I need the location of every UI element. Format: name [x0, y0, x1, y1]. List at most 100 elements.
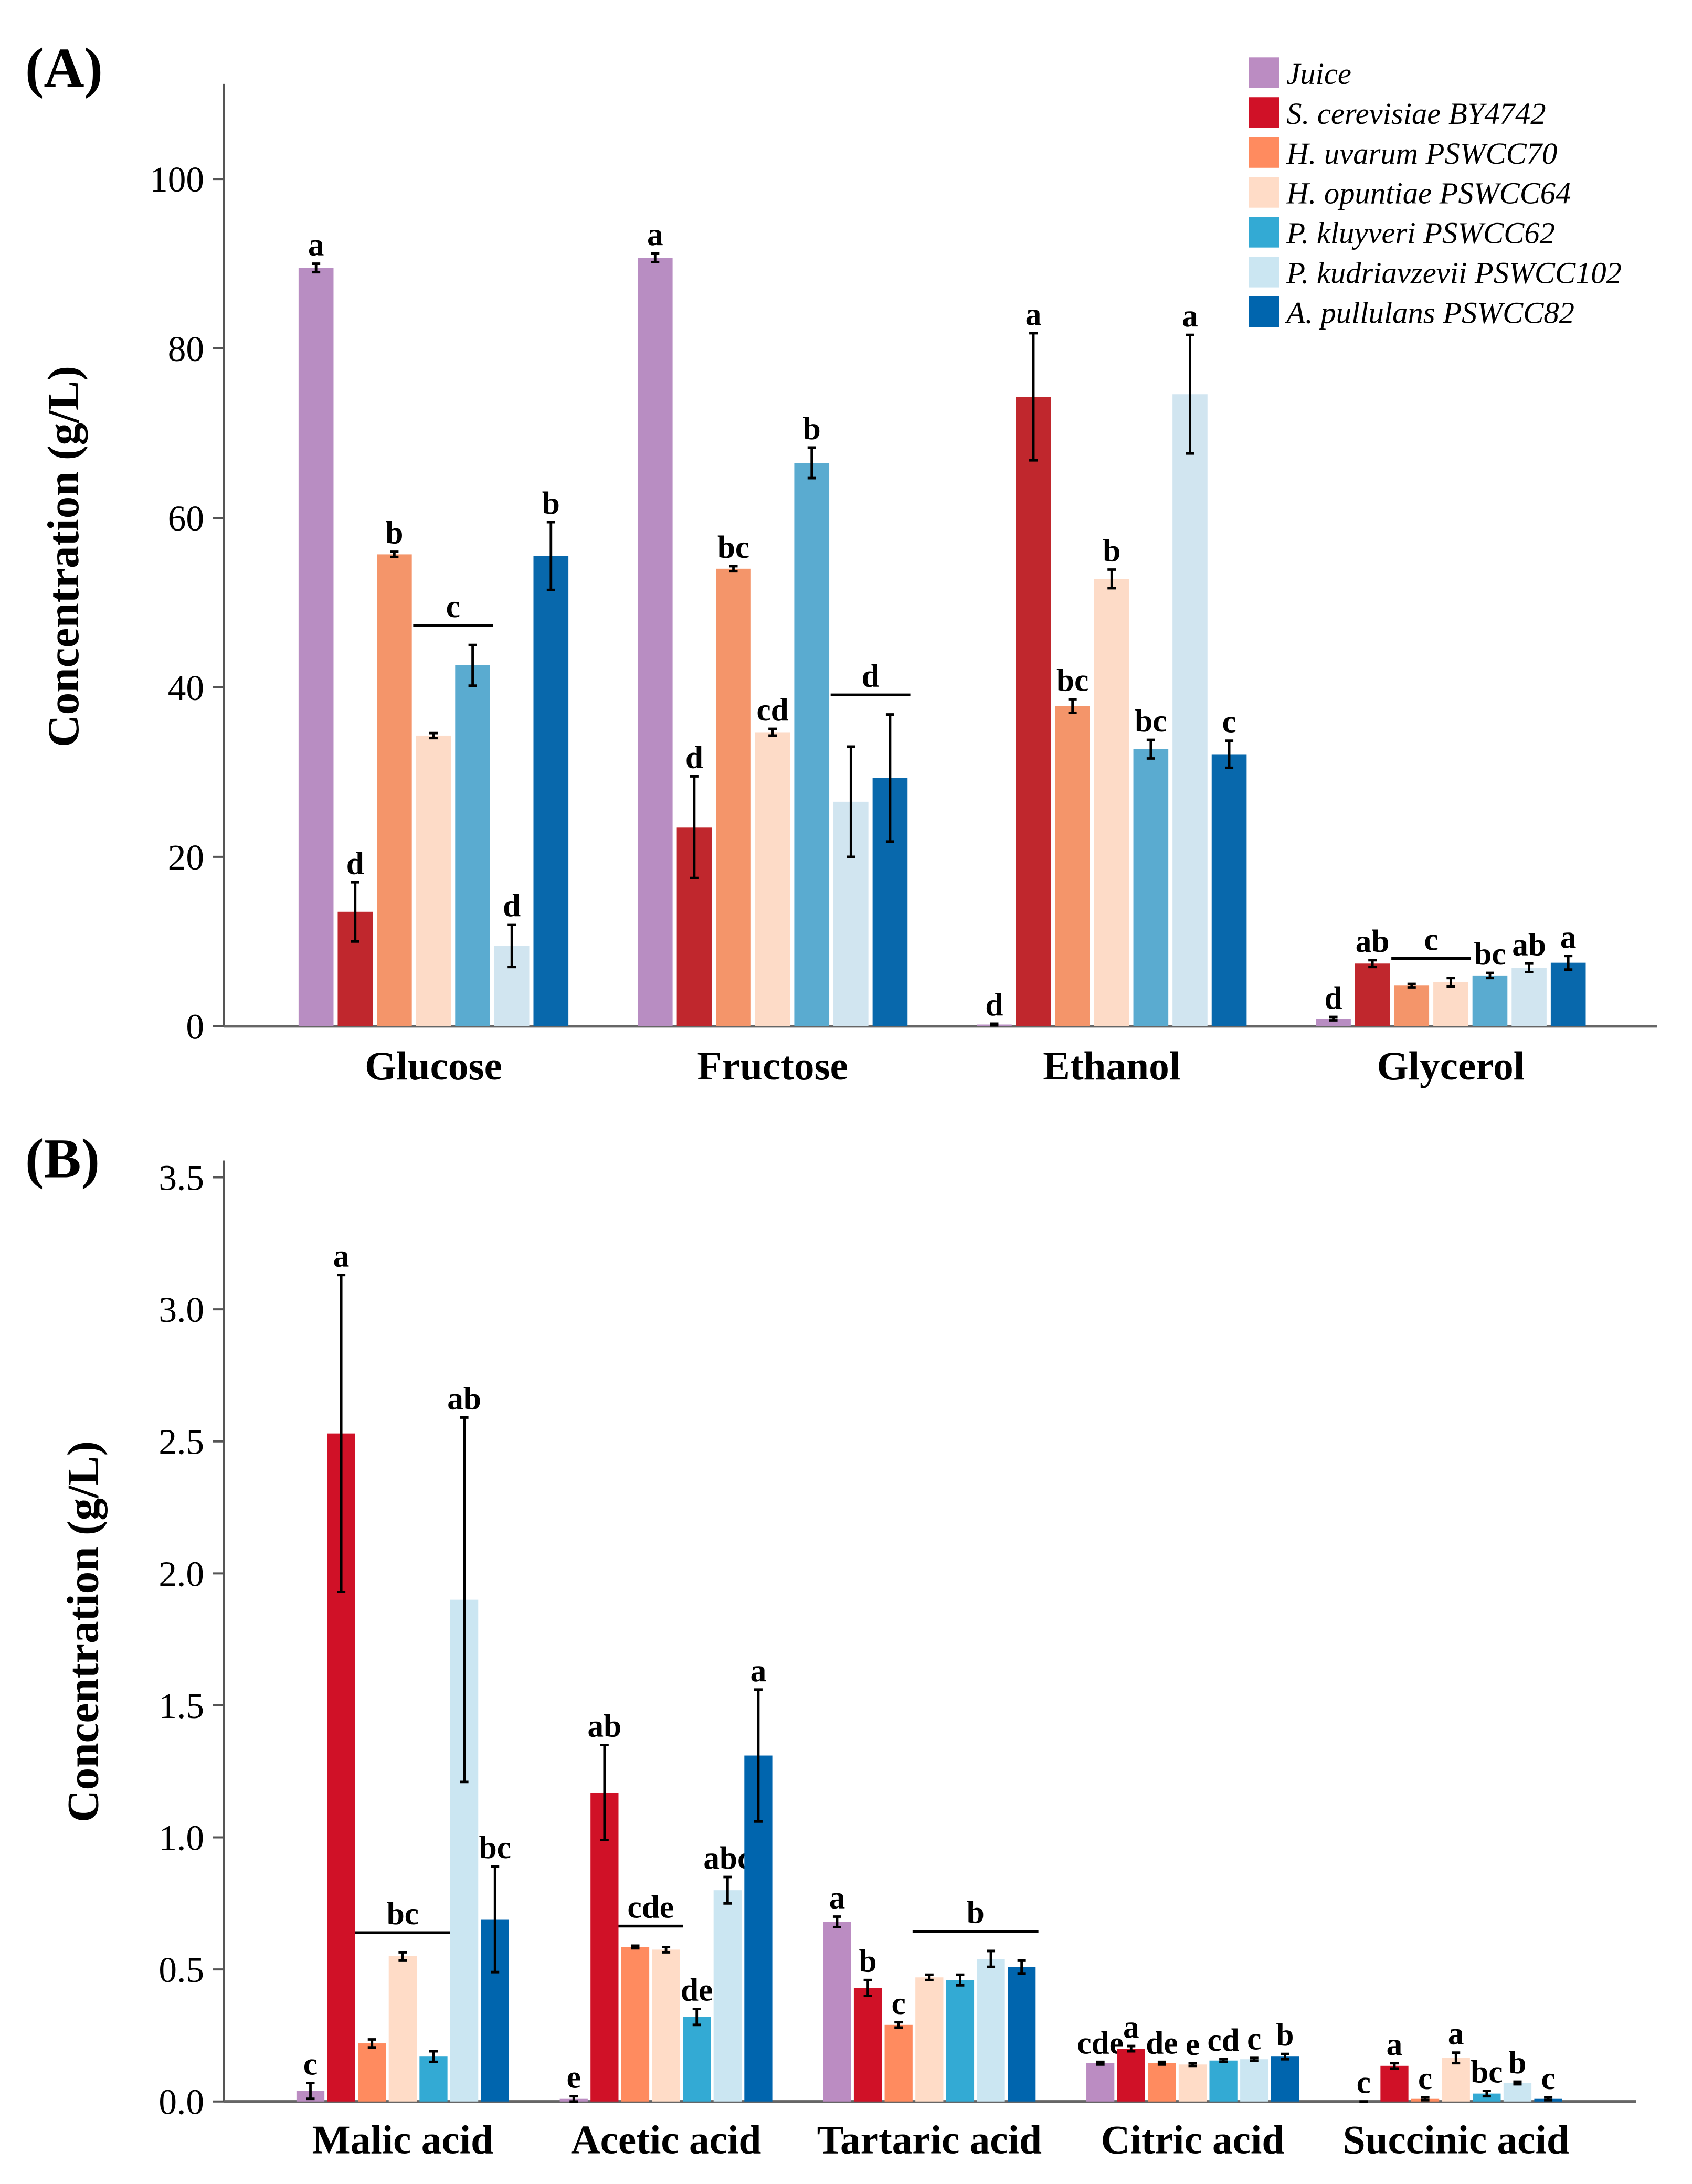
panel-a-bar: [1355, 963, 1390, 1026]
panel-a-significance-letter: ab: [1356, 924, 1390, 959]
panel-a-bar: [455, 665, 490, 1026]
panel-a-y-tick-label: 0: [186, 1006, 204, 1047]
panel-a-chart: (A) Concentration (g/L) 0 20 40 60 80 100 Gluc…: [25, 37, 1657, 1088]
panel-b-bar: [823, 1922, 851, 2102]
panel-a-significance-group-letter: c: [1424, 921, 1438, 957]
panel-a-category-label: Glucose: [365, 1043, 502, 1088]
panel-a-significance-letter: b: [385, 515, 403, 551]
panel-a-significance-letter: a: [1025, 296, 1042, 332]
panel-b-y-tick-label: 2.0: [158, 1553, 204, 1594]
panel-a-bar: [416, 735, 451, 1026]
legend-label: P. kluyveri PSWCC62: [1286, 216, 1555, 250]
panel-a-significance-letter: a: [647, 217, 663, 252]
panel-a-significance-letter: b: [1103, 533, 1120, 568]
legend-swatch: [1249, 177, 1279, 208]
panel-a-category-label: Fructose: [697, 1043, 848, 1088]
panel-b-significance-group-letter: cde: [628, 1890, 674, 1925]
panel-b-bar: [1503, 2083, 1532, 2102]
panel-b-bar: [1473, 2093, 1501, 2102]
panel-a-significance-group-letter: c: [446, 589, 460, 624]
panel-b-significance-letter: de: [681, 1973, 713, 2008]
panel-b-significance-letter: c: [1541, 2061, 1555, 2096]
legend-swatch: [1249, 256, 1279, 288]
panel-a-bar: [377, 554, 412, 1026]
panel-b-significance-letter: c: [303, 2047, 318, 2082]
panel-b-y-axis-label: Concentration (g/L): [59, 1441, 108, 1822]
panel-a-bar: [1472, 975, 1508, 1026]
panel-a-bar: [1211, 754, 1247, 1026]
panel-b-significance-letter: ab: [447, 1381, 481, 1416]
panel-b-bar: [853, 1988, 882, 2102]
panel-a-significance-letter: b: [803, 411, 821, 447]
panel-b-bar: [1117, 2049, 1145, 2102]
panel-a-significance-letter: d: [1325, 980, 1342, 1016]
panel-a-bar: [1133, 749, 1169, 1026]
panel-a-significance-letter: d: [985, 987, 1003, 1023]
panel-b-bar: [419, 2056, 448, 2102]
panel-a-y-tick-label: 80: [168, 328, 204, 369]
panel-b-significance-letter: b: [1508, 2045, 1526, 2081]
panel-a-significance-letter: bc: [1135, 703, 1167, 739]
panel-b-significance-letter: bc: [479, 1830, 511, 1865]
panel-b-bar: [358, 2043, 386, 2102]
panel-b-y-tick-label: 0.0: [158, 2082, 204, 2122]
panel-b-category-label: Tartaric acid: [817, 2117, 1042, 2162]
panel-b-significance-group-letter: b: [967, 1895, 985, 1931]
panel-a-significance-letter: bc: [1474, 936, 1506, 972]
panel-a-bar: [1172, 394, 1208, 1026]
panel-a-significance-letter: d: [346, 845, 364, 881]
panel-a-significance-letter: a: [1560, 919, 1577, 955]
panel-a-significance-letter: bc: [717, 529, 749, 565]
panel-a-significance-letter: b: [542, 485, 560, 521]
panel-b-y-tick-label: 0.5: [158, 1949, 204, 1990]
panel-a-label: (A): [25, 37, 103, 99]
panel-b-significance-letter: c: [1357, 2065, 1371, 2101]
panel-b-category-label: Succinic acid: [1343, 2117, 1569, 2162]
legend-swatch: [1249, 57, 1279, 88]
panel-a-significance-group-letter: d: [862, 658, 880, 694]
panel-a-significance-letter: d: [685, 739, 703, 775]
panel-a-category-label: Ethanol: [1043, 1043, 1180, 1088]
panel-b-significance-group-letter: bc: [387, 1896, 419, 1932]
panel-a-bar: [1094, 579, 1129, 1026]
panel-b-y-tick-label: 1.0: [158, 1818, 204, 1858]
panel-b-significance-letter: de: [1146, 2025, 1178, 2061]
legend-swatch: [1249, 296, 1279, 327]
panel-a-significance-letter: ab: [1512, 927, 1546, 962]
panel-a-bar: [1433, 982, 1468, 1026]
panel-a-bar: [1055, 706, 1090, 1026]
panel-b-significance-letter: c: [1418, 2061, 1432, 2096]
panel-b-significance-letter: e: [1186, 2027, 1200, 2062]
panel-b-bar: [388, 1956, 417, 2102]
panel-b-significance-letter: abc: [703, 1840, 752, 1876]
legend-label: S. cerevisiae BY4742: [1286, 97, 1546, 131]
legend-label: Juice: [1286, 57, 1351, 91]
legend-swatch: [1249, 97, 1279, 128]
panel-a-y-tick-label: 100: [150, 159, 204, 199]
panel-b-label: (B): [25, 1128, 100, 1190]
panel-a-bar: [1016, 397, 1051, 1026]
panel-b-bar: [1442, 2058, 1470, 2102]
panel-b-significance-letter: e: [567, 2060, 581, 2095]
panel-b-bar: [1271, 2056, 1299, 2102]
panel-b-bar: [1148, 2063, 1176, 2102]
panel-b-significance-letter: b: [1276, 2017, 1294, 2053]
panel-a-bar: [1511, 968, 1547, 1026]
panel-b-bar: [1086, 2063, 1115, 2102]
panel-b-y-tick-label: 1.5: [158, 1685, 204, 1726]
panel-b-significance-letter: cde: [1077, 2025, 1123, 2061]
panel-a-bar: [637, 258, 673, 1026]
panel-a-category-label: Glycerol: [1377, 1043, 1525, 1088]
panel-b-bar: [884, 2024, 913, 2102]
panel-a-significance-letter: cd: [756, 692, 788, 728]
panel-b-significance-letter: a: [1123, 2009, 1139, 2045]
panel-b-y-tick-label: 3.5: [158, 1158, 204, 1198]
panel-b-significance-letter: ab: [587, 1708, 621, 1744]
panel-b-y-tick-label: 3.0: [158, 1289, 204, 1330]
panel-b-bar: [713, 1890, 742, 2102]
panel-b-bar: [1380, 2065, 1409, 2102]
panel-a-significance-letter: c: [1222, 704, 1236, 740]
panel-b-significance-letter: cd: [1207, 2022, 1239, 2058]
panel-b-y-tick-label: 2.5: [158, 1422, 204, 1462]
panel-b-bar: [683, 2017, 711, 2102]
